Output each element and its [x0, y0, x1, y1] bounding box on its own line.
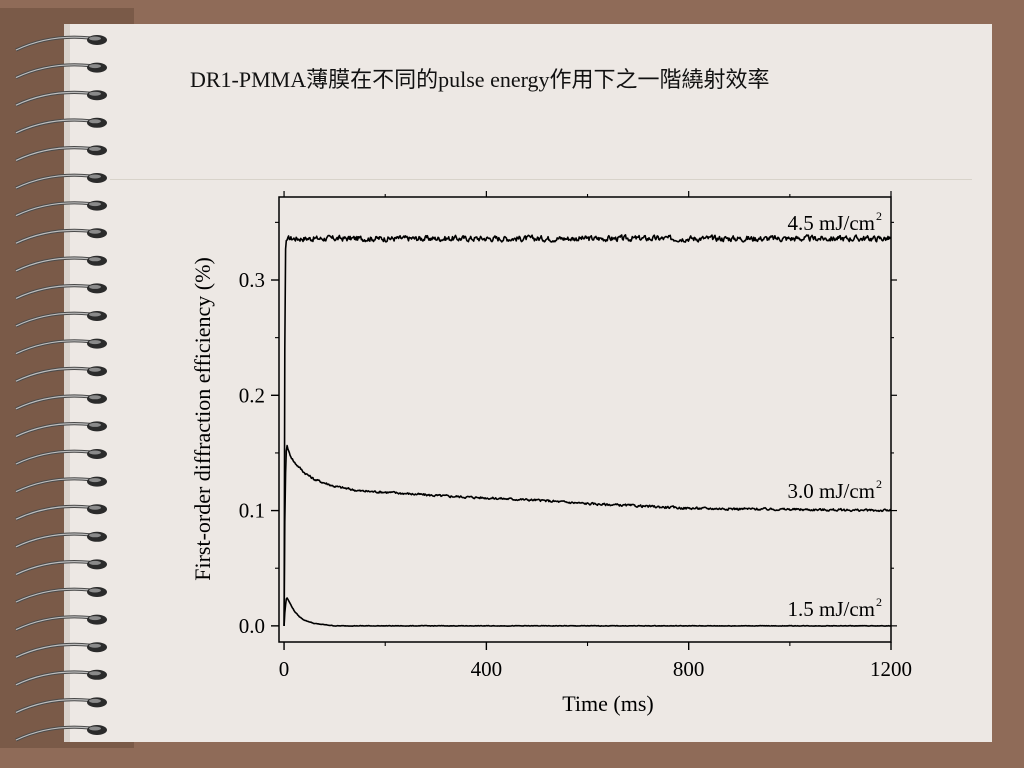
spiral-ring	[15, 366, 107, 383]
series-label-superscript: 2	[876, 477, 882, 491]
slide-title: DR1-PMMA薄膜在不同的pulse energy作用下之一階繞射效率	[190, 67, 770, 92]
spiral-ring	[15, 311, 107, 328]
x-axis-label: Time (ms)	[562, 691, 653, 716]
spiral-ring	[15, 587, 107, 604]
spiral-ring	[15, 200, 107, 218]
series-labels: 4.5 mJ/cm 23.0 mJ/cm 21.5 mJ/cm 2	[788, 209, 883, 621]
y-tick-label: 0.2	[239, 383, 265, 407]
spiral-ring	[15, 90, 107, 107]
spiral-ring	[15, 504, 107, 521]
spiral-ring	[15, 145, 107, 162]
spiral-ring	[15, 62, 107, 80]
axis-ticks: 0 400 800 1200 0.0 0.1 0.2 0.3	[239, 191, 912, 681]
series-label: 4.5 mJ/cm	[788, 211, 876, 235]
spiral-ring	[15, 283, 107, 300]
spiral-ring	[15, 117, 107, 135]
y-axis-label: First-order diffraction efficiency (%)	[190, 257, 215, 581]
spiral-ring	[15, 421, 107, 438]
x-tick-label: 1200	[870, 657, 912, 681]
spiral-ring	[15, 669, 107, 687]
spiral-ring	[15, 559, 107, 576]
spiral-ring	[15, 642, 107, 659]
spiral-ring	[15, 35, 107, 52]
page-edge	[64, 24, 70, 742]
y-tick-label: 0.0	[239, 614, 265, 638]
series-line	[283, 444, 892, 626]
slide-page	[64, 24, 992, 742]
plot-frame	[278, 196, 892, 643]
x-tick-label: 400	[471, 657, 503, 681]
y-tick-label: 0.3	[239, 268, 265, 292]
series-line	[283, 234, 892, 626]
series-lines	[283, 234, 892, 628]
spiral-ring	[15, 173, 107, 190]
series-label-superscript: 2	[876, 595, 882, 609]
spiral-ring	[15, 338, 107, 356]
spiral-binding	[15, 35, 107, 742]
series-label: 3.0 mJ/cm	[788, 479, 876, 503]
series-line	[283, 597, 892, 628]
spiral-ring	[15, 614, 107, 632]
spiral-ring	[15, 697, 107, 714]
spiral-ring	[15, 255, 107, 273]
spiral-ring	[15, 393, 107, 411]
spiral-ring	[15, 228, 107, 245]
series-label: 1.5 mJ/cm	[788, 597, 876, 621]
x-tick-label: 0	[279, 657, 290, 681]
spiral-ring	[15, 476, 107, 494]
x-tick-label: 800	[673, 657, 705, 681]
y-tick-label: 0.1	[239, 499, 265, 523]
title-divider	[110, 179, 972, 180]
spiral-ring	[15, 725, 107, 742]
series-label-superscript: 2	[876, 209, 882, 223]
spiral-ring	[15, 449, 107, 466]
spiral-ring	[15, 531, 107, 549]
